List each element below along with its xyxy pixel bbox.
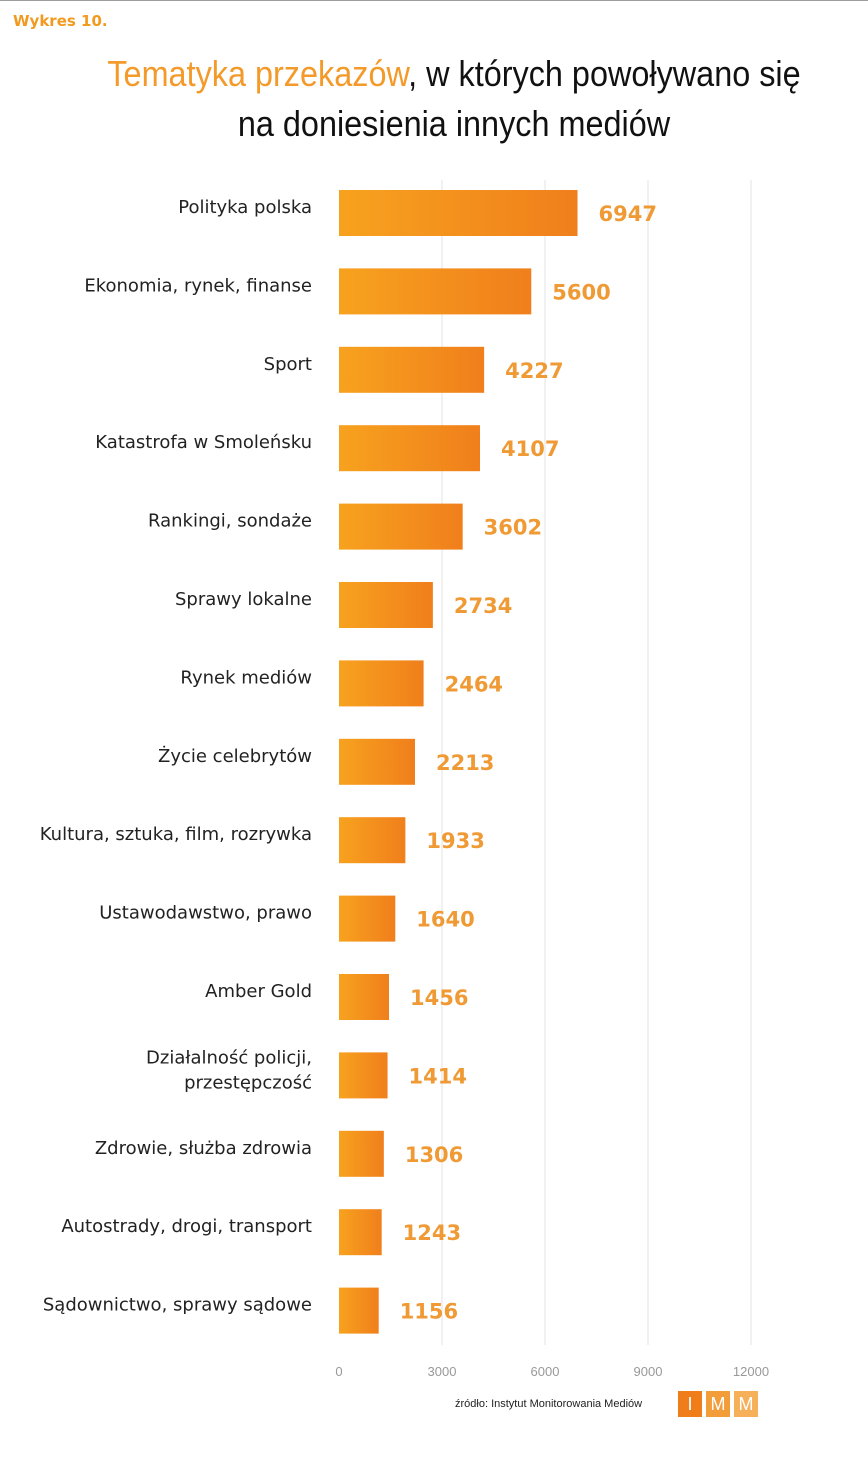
category-label: Kultura, sztuka, film, rozrywka [40, 824, 312, 845]
bar [339, 503, 463, 550]
figure-label: Wykres 10. [13, 12, 108, 30]
category-label: Ekonomia, rynek, finanse [84, 275, 312, 296]
category-label: Katastrofa w Smoleńsku [95, 432, 312, 453]
logo-letter: I [678, 1391, 702, 1417]
logo-letter: M [706, 1391, 730, 1417]
bar [339, 268, 532, 315]
bar-value-label: 5600 [552, 280, 610, 304]
bar [339, 582, 433, 628]
category-label: Działalność policji, przestępczość [146, 1047, 312, 1093]
category-label: Sądownictwo, sprawy sądowe [43, 1295, 312, 1316]
bar [339, 817, 406, 864]
bar-value-label: 1933 [426, 829, 484, 853]
title-line2: na doniesienia innych mediów [237, 103, 671, 144]
category-label: Życie celebrytów [158, 746, 312, 767]
category-label: Sprawy lokalne [175, 589, 312, 610]
bar [339, 660, 424, 707]
source-note: źródło: Instytut Monitorowania Mediów [455, 1398, 643, 1410]
bar-value-label: 4107 [501, 437, 559, 461]
x-tick-label: 6000 [531, 1364, 560, 1379]
category-label: Sport [264, 354, 312, 375]
bar-value-label: 1640 [416, 908, 474, 932]
bar-value-label: 6947 [599, 202, 657, 226]
bar [339, 425, 481, 472]
bar-value-label: 1456 [410, 986, 468, 1010]
x-tick-label: 9000 [634, 1364, 663, 1379]
bar [339, 895, 396, 942]
bar [339, 1052, 388, 1099]
title-rest: , w których powoływano się [408, 53, 801, 94]
category-label: Ustawodawstwo, prawo [99, 903, 312, 924]
bar-value-label: 2213 [436, 751, 494, 775]
bar [339, 1287, 379, 1334]
title-accent: Tematyka przekazów [107, 53, 409, 94]
bar [339, 974, 389, 1020]
x-tick-label: 3000 [428, 1364, 457, 1379]
imm-logo: I M M [678, 1391, 758, 1417]
bar-value-label: 1306 [405, 1143, 463, 1167]
bar [339, 1130, 384, 1177]
bar-value-label: 2464 [445, 672, 503, 696]
category-label: Amber Gold [205, 981, 312, 1002]
bar [339, 346, 485, 393]
logo-letter: M [734, 1391, 758, 1417]
bar-value-label: 1156 [400, 1300, 458, 1324]
top-rule [0, 0, 868, 1]
bar-value-label: 1243 [403, 1221, 461, 1245]
bar [339, 1209, 382, 1256]
category-label: Polityka polska [178, 197, 312, 218]
bar-value-label: 1414 [409, 1064, 467, 1088]
bar-value-label: 2734 [454, 594, 512, 618]
bar-value-label: 4227 [505, 359, 563, 383]
category-label: Zdrowie, służba zdrowia [95, 1138, 312, 1159]
bar [339, 738, 415, 785]
bar [339, 190, 578, 236]
category-label: Rankingi, sondaże [148, 511, 312, 532]
category-label: Autostrady, drogi, transport [61, 1216, 312, 1237]
bar-value-label: 3602 [484, 516, 542, 540]
category-label: Rynek mediów [180, 667, 312, 688]
x-tick-label: 0 [335, 1364, 342, 1379]
x-tick-label: 12000 [733, 1364, 769, 1379]
